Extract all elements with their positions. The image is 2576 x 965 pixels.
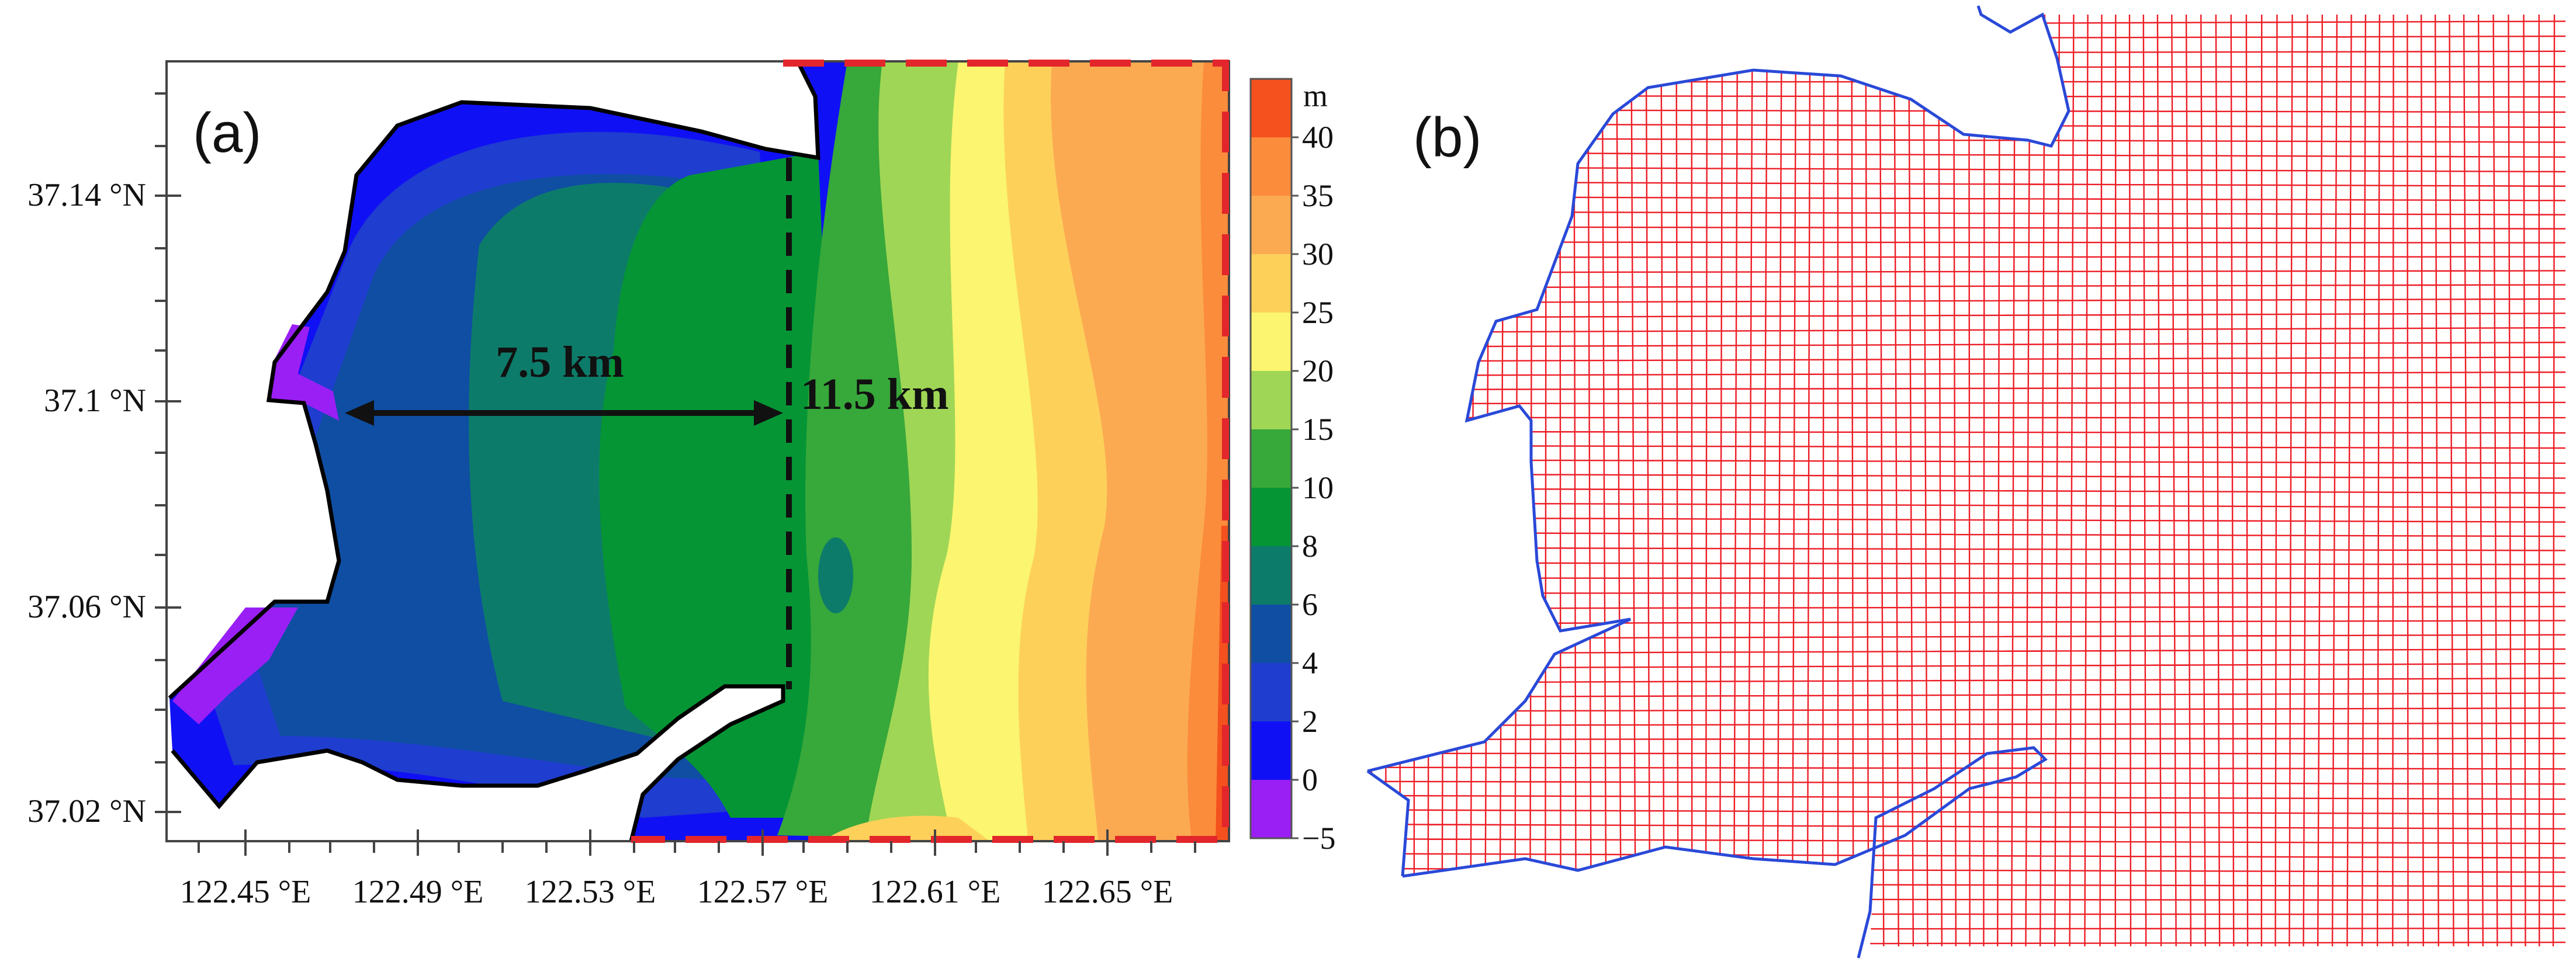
computational-grid — [1367, 15, 2565, 946]
x-tick-label: 122.57 °E — [697, 874, 829, 910]
x-tick-label: 122.49 °E — [352, 874, 484, 910]
colorbar-label: 20 — [1302, 353, 1334, 388]
colorbar-label: 30 — [1302, 237, 1334, 272]
colorbar-label: 4 — [1302, 645, 1318, 681]
x-tick-label: 122.53 °E — [525, 874, 656, 910]
colorbar-swatch — [1251, 663, 1292, 722]
colorbar-label: 15 — [1302, 412, 1334, 447]
y-tick-label: 37.14 °N — [27, 177, 146, 213]
colorbar-swatch — [1251, 780, 1292, 839]
colorbar-swatch — [1251, 605, 1292, 664]
colorbar-frame — [1249, 78, 1293, 839]
grid-lines — [1367, 15, 2565, 946]
panel-a-label: (a) — [193, 102, 261, 164]
panel-b-label: (b) — [1413, 106, 1481, 169]
arrowhead-right — [754, 400, 783, 426]
colorbar-label: 6 — [1302, 587, 1318, 622]
colorbar-label: 35 — [1302, 178, 1334, 213]
colorbar-label: −5 — [1302, 821, 1335, 856]
colorbar-swatch — [1251, 79, 1292, 138]
shallow-area — [172, 608, 298, 724]
y-tick-label: 37.1 °N — [44, 383, 146, 419]
colorbar-swatch — [1251, 196, 1292, 255]
colorbar-swatch — [1251, 429, 1292, 488]
colorbar-swatch — [1251, 137, 1292, 196]
colorbar-label: 40 — [1302, 120, 1334, 155]
colorbar-swatch — [1251, 371, 1292, 430]
colorbar-swatch — [1251, 546, 1292, 605]
x-tick-label: 122.45 °E — [180, 874, 311, 910]
colorbar-swatch — [1251, 254, 1292, 313]
colorbar-label: 2 — [1302, 704, 1318, 739]
arrowhead-left — [345, 400, 374, 426]
distance-east-label: 11.5 km — [801, 370, 948, 419]
colorbar-swatch — [1251, 313, 1292, 372]
colorbar-label: 25 — [1302, 295, 1334, 330]
distance-west-label: 7.5 km — [496, 338, 624, 387]
coastline-b — [1366, 746, 2048, 959]
colorbar-swatch — [1251, 721, 1292, 780]
y-axis — [155, 92, 181, 813]
colorbar-swatch — [1251, 488, 1292, 547]
panel-a: 7.5 km 11.5 km (a) 37.14 °N 37.1 °N 37.0… — [27, 60, 1230, 910]
x-axis — [198, 829, 1196, 856]
coastline — [171, 684, 785, 842]
coastline — [168, 60, 820, 700]
colorbar-label: 8 — [1302, 529, 1318, 564]
bathymetry-map — [169, 61, 1229, 841]
x-tick-label: 122.61 °E — [870, 874, 1001, 910]
colorbar-label: 0 — [1302, 762, 1318, 797]
y-tick-label: 37.06 °N — [27, 589, 146, 625]
colorbar-label: 10 — [1302, 470, 1334, 505]
panel-b: (b) — [1366, 5, 2565, 959]
open-boundary — [631, 60, 1229, 843]
colorbar-unit: m — [1303, 78, 1328, 113]
coastline-b — [1367, 5, 2071, 773]
y-tick-label: 37.02 °N — [27, 793, 146, 829]
x-tick-label: 122.65 °E — [1042, 874, 1173, 910]
